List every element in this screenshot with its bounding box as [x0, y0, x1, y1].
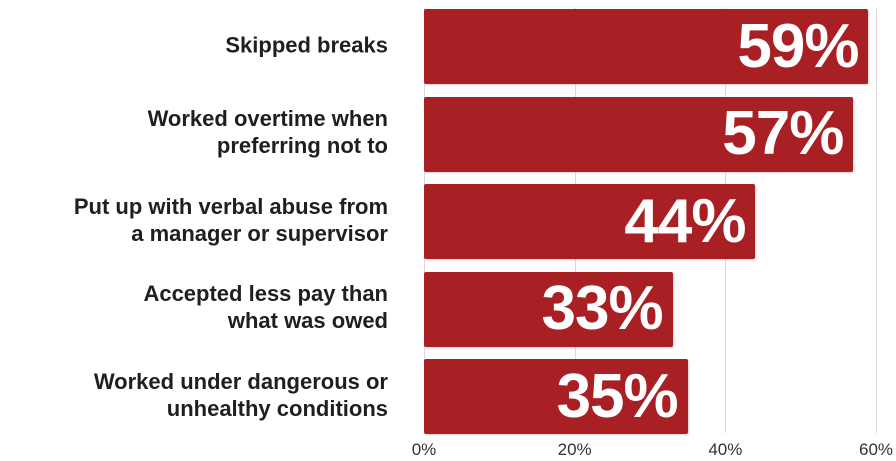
- bar-value-label: 59%: [737, 11, 859, 81]
- category-label: Accepted less pay than what was owed: [0, 280, 388, 334]
- x-tick-label: 60%: [858, 440, 894, 459]
- category-label-line: preferring not to: [216, 133, 388, 158]
- bar: 35%: [424, 359, 688, 434]
- bar: 44%: [424, 184, 756, 259]
- category-label-line: Put up with verbal abuse from: [73, 193, 388, 219]
- category-label-line: unhealthy conditions: [166, 395, 388, 421]
- bar: 59%: [424, 9, 869, 84]
- x-tick-label: 40%: [708, 440, 743, 459]
- category-label-line: a manager or supervisor: [131, 220, 388, 246]
- category-label: Put up with verbal abuse from a manager o…: [0, 193, 388, 247]
- bar-value-label: 35%: [556, 361, 679, 431]
- bar-value-label: 57%: [722, 99, 844, 168]
- category-label-line: Worked overtime when: [147, 106, 388, 131]
- category-label: Worked under dangerous or unhealthy condi…: [0, 368, 388, 422]
- x-tick-label: 0%: [411, 440, 437, 459]
- x-tick-label: 20%: [557, 440, 592, 459]
- category-label-line: Skipped breaks: [225, 32, 388, 57]
- bar: 57%: [424, 96, 854, 172]
- category-label: Skipped breaks: [0, 31, 388, 58]
- category-label: Worked overtime when preferring not to: [0, 105, 388, 159]
- category-label-line: what was owed: [227, 308, 388, 333]
- bar-value-label: 44%: [624, 186, 746, 256]
- category-label-line: Accepted less pay than: [143, 281, 388, 306]
- gridline: [876, 8, 877, 433]
- bar: 33%: [424, 271, 673, 347]
- category-label-line: Worked under dangerous or: [93, 368, 388, 394]
- bar-value-label: 33%: [541, 274, 664, 343]
